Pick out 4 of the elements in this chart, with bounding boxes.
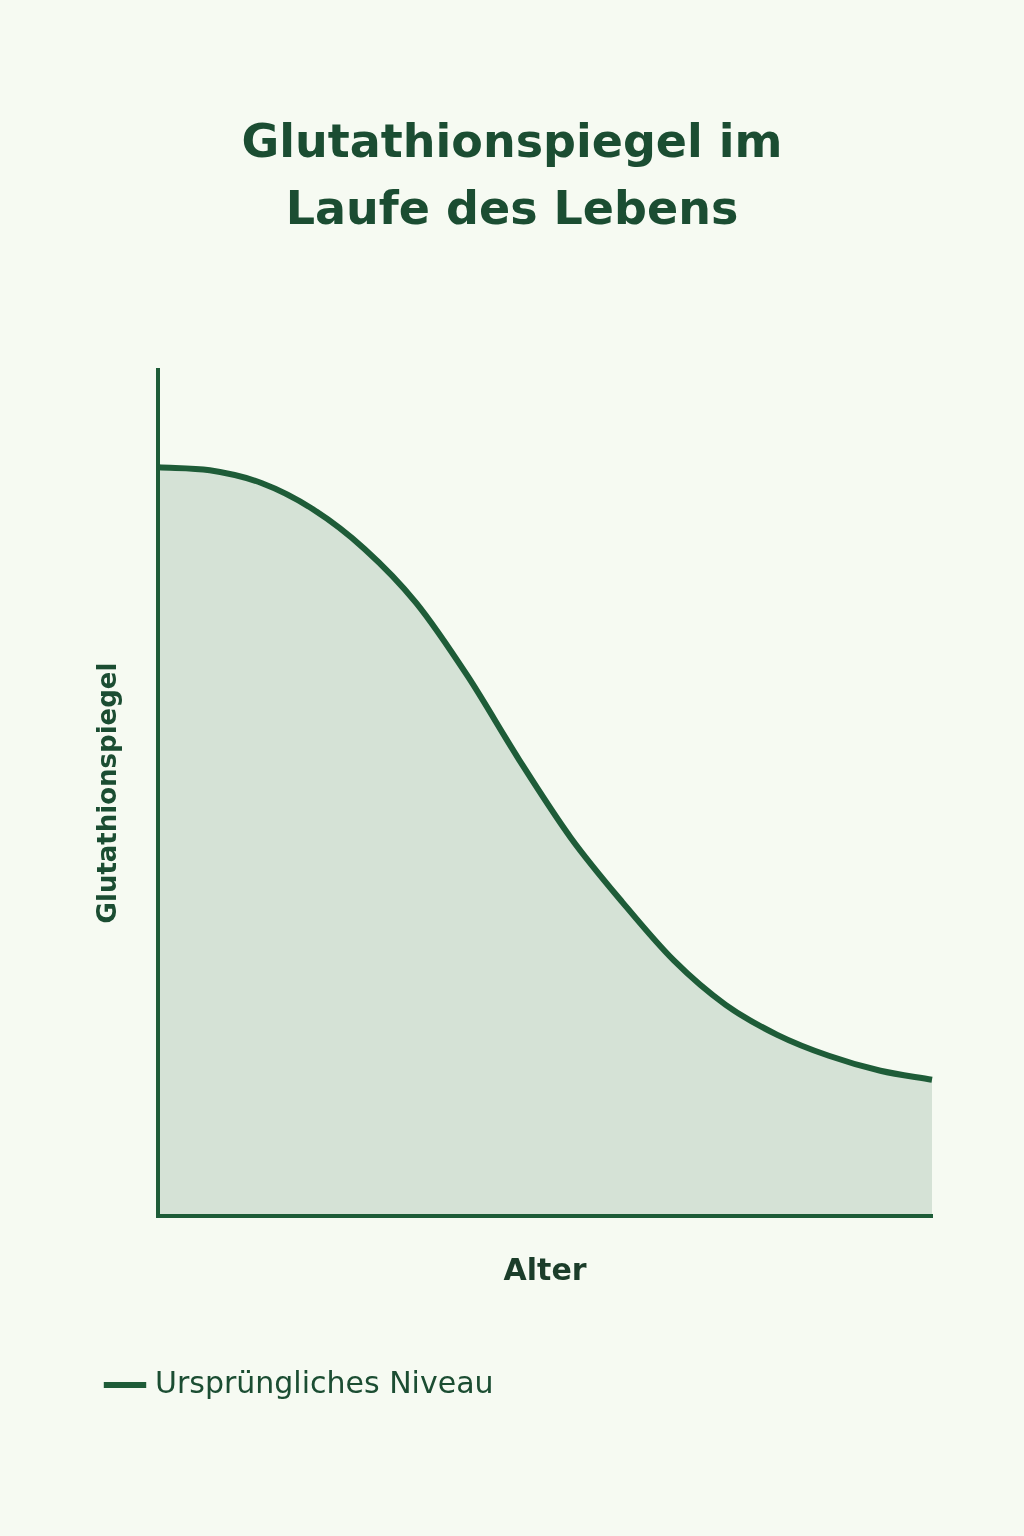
chart-title: Glutathionspiegel im Laufe des Lebens (240, 113, 784, 237)
x-axis-title: Alter (503, 1251, 587, 1287)
legend-label: Ursprüngliches Niveau (155, 1364, 494, 1400)
y-axis-title: Glutathionspiegel (92, 662, 123, 924)
